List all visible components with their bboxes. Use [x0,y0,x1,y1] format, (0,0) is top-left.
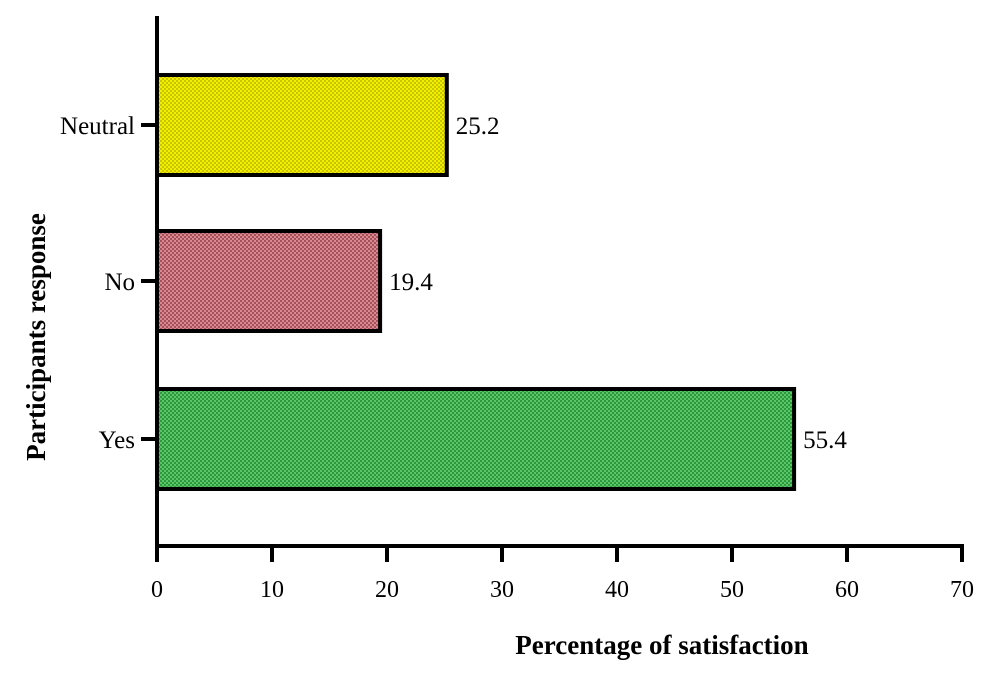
bar-no [155,229,383,333]
x-tick-label-40: 40 [605,577,629,603]
bar-neutral [155,73,449,177]
x-tick-label-70: 70 [950,577,974,603]
x-axis-title: Percentage of satisfaction [515,630,808,660]
x-tick-label-30: 30 [490,577,514,603]
y-tick-label-no: No [104,269,135,296]
x-tick-label-50: 50 [720,577,744,603]
bar-yes [155,387,797,491]
x-tick-label-10: 10 [260,577,284,603]
y-tick-label-neutral: Neutral [60,113,135,140]
x-tick-label-20: 20 [375,577,399,603]
x-tick-label-60: 60 [835,577,859,603]
y-ticks-layer: Neutral No Yes [60,113,157,454]
y-tick-label-yes: Yes [99,427,135,454]
x-tick-label-0: 0 [151,577,163,603]
data-label-neutral: 25.2 [456,113,500,140]
y-axis-title: Participants response [21,213,51,461]
data-label-yes: 55.4 [803,427,847,454]
x-ticks-layer: 0 10 20 30 40 50 60 70 [151,546,974,603]
bars-layer: 25.2 19.4 55.4 [155,73,847,491]
data-label-no: 19.4 [389,269,433,296]
